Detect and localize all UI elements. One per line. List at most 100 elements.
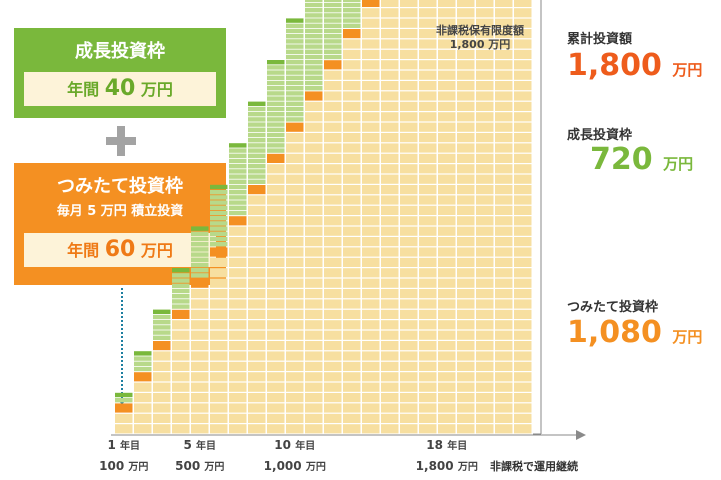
tsumitate-cell	[438, 361, 456, 371]
total-value-unit: 万円	[672, 61, 703, 79]
tsumitate-cell	[438, 393, 456, 403]
tsumitate-cell	[438, 330, 456, 340]
tsumitate-cell	[324, 81, 342, 91]
tsumitate-cell	[267, 185, 285, 195]
tsumitate-cell	[400, 70, 418, 80]
tsumitate-cell	[476, 309, 494, 319]
tsumitate-cell	[514, 237, 532, 247]
tsumitate-cell	[381, 268, 399, 278]
growth-cell	[324, 34, 342, 39]
tsumitate-cell	[495, 153, 513, 163]
tsumitate-cell	[400, 424, 418, 434]
tsumitate-cell	[343, 101, 361, 111]
tsumitate-cell	[362, 174, 380, 184]
tsumitate-cell	[248, 268, 266, 278]
growth-cell	[305, 80, 323, 86]
tsumitate-cell	[438, 299, 456, 309]
tsumitate-cell	[419, 320, 437, 330]
tsumitate-cell	[305, 185, 323, 195]
tsumitate-year-cell-new	[324, 60, 342, 70]
tsumitate-cell	[153, 424, 171, 434]
tsumitate-cell	[153, 403, 171, 413]
limit-label-line1: 非課税保有限度額	[436, 24, 524, 37]
growth-cell	[248, 112, 266, 117]
tsumitate-cell	[153, 351, 171, 361]
tsumitate-cell	[324, 361, 342, 371]
tsumitate-cell	[419, 29, 437, 39]
tsumitate-cell	[229, 289, 247, 299]
growth-cell	[229, 158, 247, 164]
tsumitate-cell	[267, 195, 285, 205]
tsumitate-cell	[343, 320, 361, 330]
tsumitate-cell	[248, 216, 266, 226]
tsumitate-cell	[381, 122, 399, 132]
tsumitate-cell	[172, 330, 190, 340]
tsumitate-cell	[381, 341, 399, 351]
tsumitate-cell	[343, 195, 361, 205]
tsumitate-cell	[400, 216, 418, 226]
tsumitate-cell	[172, 382, 190, 392]
tsumitate-cell	[324, 403, 342, 413]
tsumitate-cell	[457, 122, 475, 132]
tsumitate-cell	[476, 122, 494, 132]
tsumitate-cell	[495, 237, 513, 247]
tsumitate-cell	[438, 164, 456, 174]
tsumitate-cell	[191, 341, 209, 351]
tsumitate-cell	[514, 309, 532, 319]
tsumitate-cell	[419, 174, 437, 184]
tsumitate-cell	[514, 39, 532, 49]
growth-year-cell-new	[267, 60, 285, 65]
tsumitate-cell	[400, 174, 418, 184]
growth-cell	[267, 65, 285, 70]
tsumitate-cell	[248, 257, 266, 267]
tsumitate-monthly-text: 毎月 5 万円 積立投資	[56, 204, 184, 219]
tsumitate-cell	[362, 341, 380, 351]
growth-cell	[210, 226, 228, 231]
tsumitate-cell	[495, 143, 513, 153]
tsumitate-cell	[419, 393, 437, 403]
tsumitate-cell	[419, 413, 437, 423]
tsumitate-cell	[343, 413, 361, 423]
growth-cell	[210, 242, 228, 247]
tsumitate-cell	[476, 153, 494, 163]
tsumitate-cell	[476, 361, 494, 371]
tsumitate-cell	[210, 330, 228, 340]
tsumitate-cell	[343, 49, 361, 59]
tsumitate-cell	[514, 382, 532, 392]
tsumitate-cell	[438, 60, 456, 70]
tsumitate-cell	[419, 205, 437, 215]
growth-cell	[286, 39, 304, 44]
tsumitate-cell	[362, 237, 380, 247]
tsumitate-cell	[419, 60, 437, 70]
tsumitate-cell	[419, 91, 437, 101]
tsumitate-cell	[438, 39, 456, 49]
tsumitate-cell	[286, 153, 304, 163]
tsumitate-cell	[362, 424, 380, 434]
tsumitate-cell	[495, 289, 513, 299]
tsumitate-cell	[438, 216, 456, 226]
tsumitate-cell	[419, 278, 437, 288]
tsumitate-cell	[495, 205, 513, 215]
tsumitate-cell	[400, 8, 418, 18]
tsumitate-cell	[419, 216, 437, 226]
tsumitate-year-cell-new	[343, 29, 361, 39]
tsumitate-cell	[514, 133, 532, 143]
tsumitate-cell	[514, 143, 532, 153]
growth-cell	[286, 70, 304, 75]
tsumitate-cell	[343, 70, 361, 80]
tsumitate-cell	[191, 320, 209, 330]
tsumitate-cell	[324, 320, 342, 330]
growth-frame-box: 成長投資枠 年間 40 万円	[14, 28, 226, 118]
tsumitate-cell	[438, 403, 456, 413]
tsumitate-cell	[134, 413, 152, 423]
tsumitate-cell	[191, 403, 209, 413]
tsumitate-cell	[514, 60, 532, 70]
tsumitate-cell	[324, 226, 342, 236]
tsumitate-cell	[229, 268, 247, 278]
tsumitate-cell	[419, 403, 437, 413]
growth-cell	[343, 23, 361, 28]
growth-cell	[286, 65, 304, 70]
tsumitate-cell	[514, 330, 532, 340]
tsumitate-cell	[343, 330, 361, 340]
growth-cell	[267, 70, 285, 75]
